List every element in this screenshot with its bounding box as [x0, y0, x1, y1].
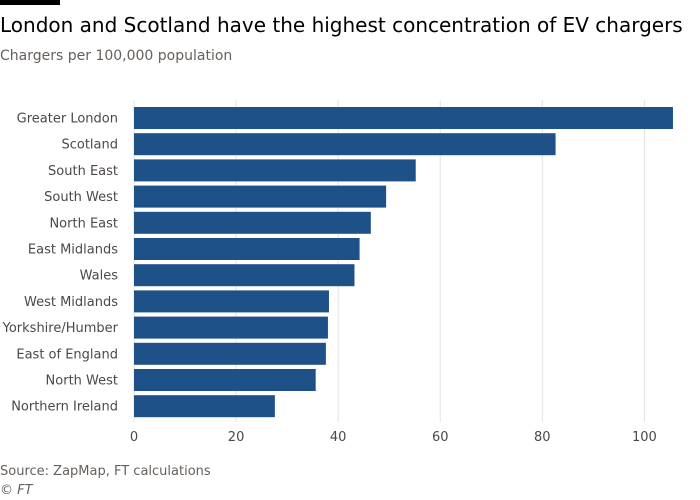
category-label: Northern Ireland — [11, 400, 118, 415]
bar — [134, 290, 329, 313]
bar — [134, 159, 416, 182]
bars — [134, 107, 673, 418]
bar — [134, 342, 326, 365]
chart-title: London and Scotland have the highest con… — [0, 13, 683, 37]
category-label: Yorkshire/Humber — [2, 321, 119, 336]
bar — [134, 185, 387, 208]
x-tick-label: 80 — [534, 430, 551, 445]
x-tick-label: 40 — [330, 430, 347, 445]
header-rule — [0, 0, 60, 5]
category-label: North West — [46, 374, 118, 389]
bar — [134, 395, 275, 418]
x-axis-ticks: 0 20 40 60 80 100 — [130, 430, 657, 445]
bar — [134, 369, 316, 391]
x-tick-label: 20 — [228, 430, 245, 445]
bar — [134, 316, 328, 339]
bar — [134, 107, 673, 129]
bar — [134, 211, 371, 234]
x-tick-label: 60 — [432, 430, 449, 445]
category-labels: Greater London Scotland South East South We… — [2, 112, 119, 415]
category-label: West Midlands — [24, 295, 118, 310]
category-label: Wales — [80, 269, 119, 284]
bar — [134, 238, 360, 260]
category-label: South West — [44, 190, 118, 205]
category-label: Scotland — [61, 138, 118, 153]
bar-chart: Greater London Scotland South East South We… — [2, 100, 673, 445]
category-label: East of England — [16, 347, 118, 362]
category-label: East Midlands — [28, 243, 118, 258]
category-label: North East — [49, 216, 118, 231]
source-note: Source: ZapMap, FT calculations — [0, 464, 211, 479]
bar — [134, 133, 556, 156]
x-tick-label: 100 — [632, 430, 657, 445]
x-tick-label: 0 — [130, 430, 138, 445]
bar — [134, 264, 355, 287]
ft-credit: © FT — [0, 483, 33, 498]
category-label: Greater London — [17, 112, 118, 127]
category-label: South East — [48, 164, 118, 179]
chart-subtitle: Chargers per 100,000 population — [0, 48, 233, 64]
